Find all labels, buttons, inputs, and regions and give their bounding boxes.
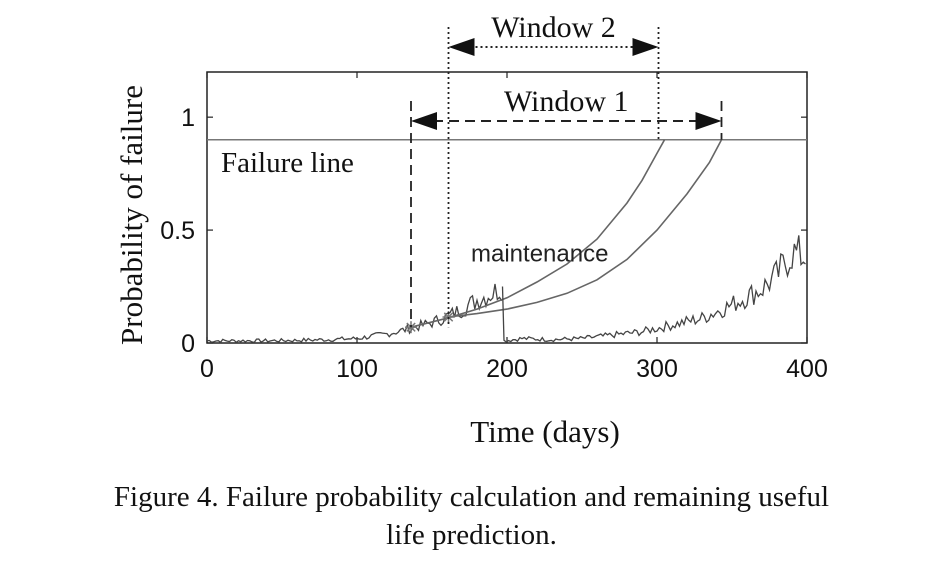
failure-line-label: Failure line <box>221 147 354 179</box>
series-line-2 <box>503 235 806 343</box>
series-line-4 <box>448 139 723 318</box>
x-tick-label: 0 <box>200 355 214 383</box>
series-line-1 <box>206 283 503 344</box>
y-tick-label: 0.5 <box>160 217 195 245</box>
x-tick-label: 400 <box>786 355 828 383</box>
window-2-label: Window 2 <box>491 11 616 44</box>
x-axis-label: Time (days) <box>470 414 620 449</box>
x-tick-label: 200 <box>486 355 528 383</box>
figure-caption: Figure 4. Failure probability calculatio… <box>0 478 943 554</box>
y-axis-label: Probability of failure <box>114 85 149 345</box>
caption-line-1: Figure 4. Failure probability calculatio… <box>113 481 830 513</box>
figure-chart: 0 100 200 300 400 0 0.5 1 Failure line maintenanc… <box>114 11 828 449</box>
maintenance-drop <box>501 286 505 341</box>
window-1-left-arrow <box>411 112 437 130</box>
maintenance-label: maintenance <box>471 241 608 268</box>
series-line-3 <box>410 139 666 328</box>
window-2-left-arrow <box>448 38 475 56</box>
window-1-label: Window 1 <box>504 85 629 118</box>
caption-line-2: life prediction. <box>386 519 557 551</box>
x-tick-label: 100 <box>336 355 378 383</box>
window-2-right-arrow <box>632 38 659 56</box>
x-tick-label: 300 <box>636 355 678 383</box>
y-tick-label: 0 <box>181 330 195 358</box>
window-1-right-arrow <box>695 112 722 130</box>
y-tick-label: 1 <box>181 104 195 132</box>
